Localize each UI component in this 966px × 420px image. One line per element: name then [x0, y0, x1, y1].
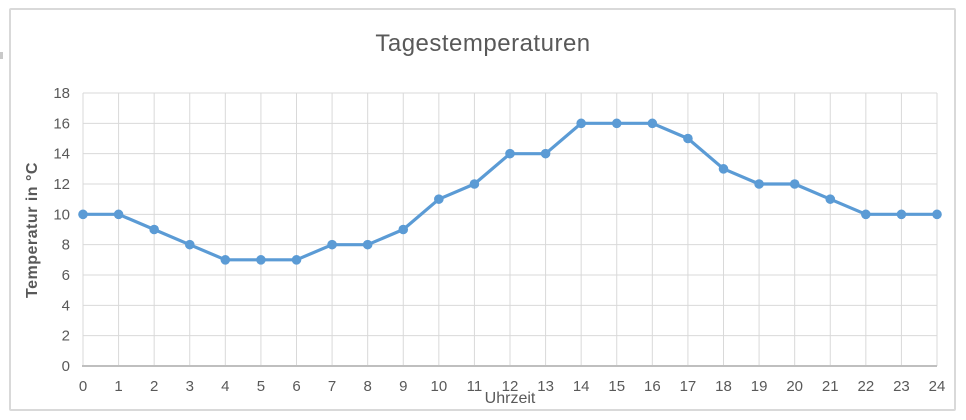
y-tick-label: 18 — [53, 85, 70, 102]
y-tick-label: 12 — [53, 176, 70, 193]
data-point-marker — [149, 224, 159, 235]
y-tick-label: 8 — [62, 237, 70, 254]
x-tick-label: 22 — [857, 378, 874, 395]
x-tick-label: 4 — [221, 378, 229, 395]
chart-title: Tagestemperaturen — [375, 30, 591, 57]
x-tick-label: 17 — [680, 378, 697, 395]
data-point-marker — [754, 179, 764, 189]
x-tick-label: 13 — [537, 378, 554, 395]
y-tick-label: 10 — [53, 206, 70, 223]
data-point-marker — [576, 118, 586, 129]
data-point-marker — [327, 239, 337, 250]
screenshot-edge-artifact — [0, 52, 3, 59]
x-tick-label: 6 — [292, 378, 300, 395]
x-tick-label: 9 — [399, 378, 407, 395]
data-point-marker — [647, 118, 658, 129]
data-point-marker — [683, 133, 693, 144]
x-tick-label: 20 — [786, 378, 803, 395]
x-tick-label: 14 — [573, 378, 590, 395]
x-tick-label: 5 — [257, 378, 265, 395]
chart-frame — [9, 8, 956, 411]
x-tick-label: 18 — [715, 378, 732, 395]
data-point-marker — [896, 209, 907, 220]
data-point-marker — [78, 209, 88, 220]
data-point-marker — [825, 194, 836, 204]
x-tick-label: 24 — [929, 378, 946, 395]
data-point-marker — [932, 209, 942, 220]
x-axis-title: Uhrzeit — [484, 390, 536, 407]
data-point-marker — [291, 255, 302, 265]
data-point-marker — [611, 118, 622, 129]
x-tick-label: 21 — [822, 378, 839, 395]
x-tick-label: 8 — [363, 378, 371, 395]
data-point-marker — [505, 148, 515, 159]
data-point-marker — [469, 179, 480, 189]
x-tick-label: 12 — [502, 378, 519, 395]
y-tick-label: 6 — [62, 267, 70, 284]
y-tick-label: 16 — [53, 115, 70, 132]
x-tick-label: 3 — [186, 378, 194, 395]
x-tick-label: 2 — [150, 378, 158, 395]
x-tick-label: 23 — [893, 378, 910, 395]
y-tick-label: 0 — [62, 358, 70, 375]
data-point-marker — [434, 194, 444, 204]
x-tick-label: 15 — [608, 378, 625, 395]
data-point-marker — [718, 164, 729, 174]
x-tick-label: 10 — [430, 378, 447, 395]
data-point-marker — [861, 209, 871, 220]
x-tick-label: 16 — [644, 378, 661, 395]
y-tick-label: 14 — [53, 146, 70, 163]
x-tick-label: 19 — [751, 378, 768, 395]
data-point-marker — [362, 239, 373, 250]
data-point-marker — [540, 148, 551, 159]
data-point-marker — [220, 255, 231, 265]
x-tick-label: 11 — [467, 378, 483, 395]
data-point-marker — [789, 179, 800, 189]
y-tick-label: 4 — [62, 297, 70, 314]
x-tick-label: 7 — [328, 378, 336, 395]
data-point-marker — [398, 224, 409, 235]
data-point-marker — [256, 255, 266, 265]
x-tick-label: 1 — [114, 378, 122, 395]
data-point-marker — [184, 239, 195, 250]
y-tick-label: 2 — [62, 328, 70, 345]
data-point-marker — [113, 209, 124, 220]
x-tick-label: 0 — [79, 378, 87, 395]
